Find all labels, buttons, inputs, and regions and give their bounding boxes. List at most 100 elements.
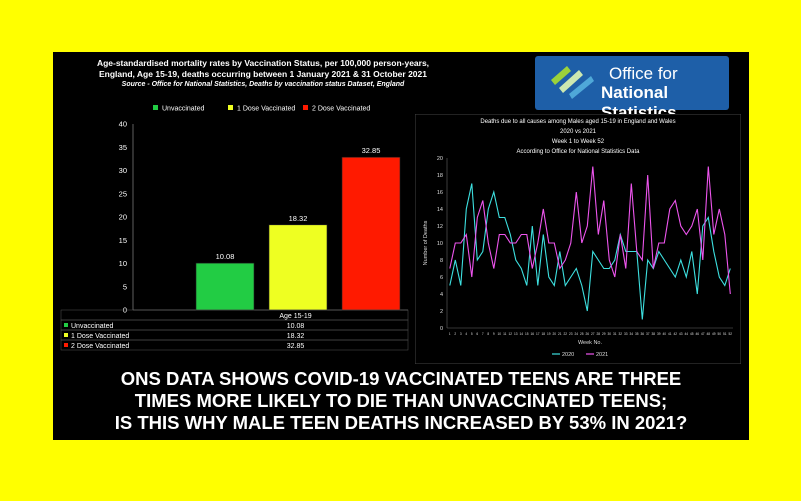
line-ytick-label: 4 xyxy=(440,292,443,298)
line-ytick-label: 8 xyxy=(440,258,443,264)
line-xtick-label: 26 xyxy=(585,332,589,336)
line-title-2: Week 1 to Week 52 xyxy=(552,139,605,145)
line-ytick-label: 16 xyxy=(437,190,443,196)
bar-table-swatch-1 xyxy=(64,333,68,337)
line-xtick-label: 46 xyxy=(695,332,699,336)
line-xlabel: Week No. xyxy=(578,340,603,346)
line-xtick-label: 7 xyxy=(482,332,484,336)
line-ytick-label: 20 xyxy=(437,156,443,162)
line-xtick-label: 50 xyxy=(717,332,721,336)
line-xtick-label: 23 xyxy=(569,332,573,336)
bar-ytick-label: 35 xyxy=(119,143,127,152)
line-xtick-label: 38 xyxy=(651,332,655,336)
chart-title-line1: Age-standardised mortality rates by Vacc… xyxy=(96,58,430,68)
bar-legend-label-1: 1 Dose Vaccinated xyxy=(237,106,295,113)
line-xtick-label: 48 xyxy=(706,332,710,336)
bar-legend-label-2: 2 Dose Vaccinated xyxy=(312,106,370,113)
bar-1 xyxy=(268,224,328,311)
bar-table-swatch-0 xyxy=(64,323,68,327)
line-xtick-label: 4 xyxy=(465,332,467,336)
line-xtick-label: 49 xyxy=(712,332,716,336)
line-xtick-label: 8 xyxy=(487,332,489,336)
line-xtick-label: 15 xyxy=(525,332,529,336)
bar-ytick-label: 30 xyxy=(119,166,127,175)
line-xtick-label: 36 xyxy=(640,332,644,336)
line-xtick-label: 28 xyxy=(596,332,600,336)
line-xtick-label: 16 xyxy=(530,332,534,336)
bar-data-label-2: 32.85 xyxy=(362,146,381,155)
bar-marks: 10.08 18.32 32.85 xyxy=(195,146,401,311)
line-ytick-label: 12 xyxy=(437,224,443,230)
bar-table-label-2: 2 Dose Vaccinated xyxy=(71,343,129,350)
ons-logo-text-line1: Office for xyxy=(609,64,678,83)
line-ytick-label: 14 xyxy=(437,207,443,213)
line-xtick-label: 32 xyxy=(618,332,622,336)
line-xtick-label: 22 xyxy=(563,332,567,336)
bar-ytick-label: 15 xyxy=(119,236,127,245)
line-xtick-label: 14 xyxy=(519,332,523,336)
headline-line1: ONS DATA SHOWS COVID-19 VACCINATED TEENS… xyxy=(120,368,682,389)
bar-legend-swatch-2 xyxy=(303,105,308,110)
line-xtick-label: 11 xyxy=(503,332,507,336)
line-xtick-label: 33 xyxy=(624,332,628,336)
line-xtick-label: 6 xyxy=(476,332,478,336)
bar-table-value-1: 18.32 xyxy=(287,333,305,340)
line-xtick-label: 17 xyxy=(536,332,540,336)
bar-data-label-1: 18.32 xyxy=(289,214,308,223)
ons-logo: Office for National Statistics xyxy=(535,56,729,122)
line-xtick-label: 29 xyxy=(602,332,606,336)
line-xtick-label: 39 xyxy=(657,332,661,336)
line-xtick-label: 13 xyxy=(514,332,518,336)
line-ytick-label: 10 xyxy=(437,241,443,247)
line-title-1: 2020 vs 2021 xyxy=(560,129,597,135)
line-xtick-label: 10 xyxy=(497,332,501,336)
line-chart-titles: Deaths due to all causes among Males age… xyxy=(480,119,675,155)
ons-logo-icon xyxy=(551,66,594,99)
bar-table-row xyxy=(60,339,409,351)
line-ytick-label: 0 xyxy=(440,326,443,332)
bar-legend-swatch-1 xyxy=(228,105,233,110)
line-xtick-label: 47 xyxy=(701,332,705,336)
chart-source: Source - Office for National Statistics,… xyxy=(121,81,405,88)
bar-category-label: Age 15-19 xyxy=(279,313,311,320)
headline-line3: IS THIS WHY MALE TEEN DEATHS INCREASED B… xyxy=(114,412,688,433)
bar-table-value-0: 10.08 xyxy=(287,323,305,330)
line-ytick-label: 6 xyxy=(440,275,443,281)
line-xtick-label: 5 xyxy=(471,332,473,336)
bar-ytick-label: 20 xyxy=(119,213,127,222)
line-xtick-label: 21 xyxy=(558,332,562,336)
line-ytick-label: 2 xyxy=(440,309,443,315)
mortality-bar-chart: Unvaccinated 1 Dose Vaccinated 2 Dose Vacc… xyxy=(60,105,409,351)
line-xtick-label: 51 xyxy=(723,332,727,336)
line-xtick-label: 41 xyxy=(668,332,672,336)
bar-ytick-label: 10 xyxy=(119,259,127,268)
line-xtick-label: 40 xyxy=(662,332,666,336)
line-xtick-label: 31 xyxy=(613,332,617,336)
bar-table-swatch-2 xyxy=(64,343,68,347)
line-chart-series xyxy=(449,166,731,320)
line-xtick-label: 52 xyxy=(728,332,732,336)
line-xtick-label: 37 xyxy=(646,332,650,336)
bar-legend: Unvaccinated 1 Dose Vaccinated 2 Dose Vacc… xyxy=(153,105,370,113)
line-title-0: Deaths due to all causes among Males age… xyxy=(480,119,675,125)
bar-table-label-0: Unvaccinated xyxy=(71,323,114,330)
headline: ONS DATA SHOWS COVID-19 VACCINATED TEENS… xyxy=(53,368,749,434)
bar-legend-label-0: Unvaccinated xyxy=(162,106,205,113)
bar-0 xyxy=(195,262,255,311)
line-legend-label-0: 2020 xyxy=(562,352,574,358)
bar-table-value-2: 32.85 xyxy=(287,343,305,350)
bar-ytick-label: 40 xyxy=(119,120,127,129)
line-xtick-label: 20 xyxy=(552,332,556,336)
line-xtick-label: 12 xyxy=(508,332,512,336)
line-xtick-label: 25 xyxy=(580,332,584,336)
line-chart-frame xyxy=(415,114,741,364)
line-xtick-label: 9 xyxy=(493,332,495,336)
line-xtick-label: 34 xyxy=(629,332,633,336)
line-ytick-label: 18 xyxy=(437,173,443,179)
line-title-3: According to Office for National Statist… xyxy=(517,149,641,155)
line-series-2020 xyxy=(449,183,731,320)
bar-ytick-label: 25 xyxy=(119,189,127,198)
line-legend-label-1: 2021 xyxy=(596,352,608,358)
line-xtick-label: 1 xyxy=(449,332,451,336)
